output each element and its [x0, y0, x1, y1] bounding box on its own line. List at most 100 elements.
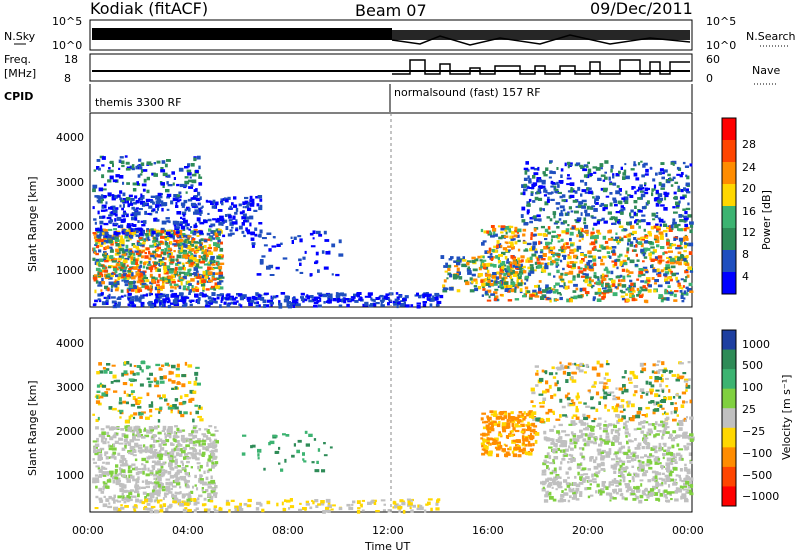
velocity-pixel [153, 425, 159, 428]
velocity-pixel [193, 498, 197, 502]
velocity-pixel [162, 443, 167, 446]
velocity-pixel [132, 434, 136, 438]
velocity-pixel [131, 467, 136, 471]
velocity-pixel [204, 489, 209, 492]
power-pixel [119, 197, 123, 201]
velocity-pixel [407, 500, 411, 504]
velocity-pixel [561, 440, 566, 443]
velocity-pixel [153, 439, 158, 443]
power-pixel [207, 296, 212, 300]
power-pixel [175, 262, 178, 266]
power-pixel [113, 223, 119, 225]
power-pixel [627, 238, 631, 242]
velocity-pixel [346, 503, 351, 507]
power-pixel [629, 286, 632, 289]
power-pixel [317, 300, 320, 303]
power-pixel [510, 225, 514, 229]
velocity-pixel [133, 365, 137, 368]
power-pixel [683, 290, 687, 295]
power-pixel [684, 210, 688, 215]
velocity-pixel [191, 430, 194, 434]
power-pixel [193, 241, 198, 244]
power-pixel [195, 188, 198, 192]
power-pixel [490, 235, 495, 238]
velocity-pixel [103, 474, 107, 477]
power-pixel [593, 274, 597, 278]
power-pixel [219, 262, 225, 265]
velocity-pixel [141, 463, 144, 466]
power-pixel [156, 219, 160, 222]
power-pixel [316, 230, 321, 235]
power-pixel [565, 228, 570, 233]
power-pixel [674, 290, 679, 293]
power-pixel [213, 278, 217, 281]
power-pixel [526, 201, 530, 205]
velocity-pixel [186, 456, 191, 460]
velocity-pixel [621, 460, 626, 463]
velocity-pixel [180, 448, 183, 452]
power-pixel [162, 276, 165, 281]
freq-label: Freq. [4, 53, 31, 66]
velocity-pixel [195, 507, 199, 510]
velocity-pixel [176, 465, 181, 468]
velocity-pixel [102, 481, 106, 484]
power-pixel [669, 260, 675, 265]
power-pixel [101, 241, 104, 245]
velocity-pixel [361, 509, 365, 512]
power-pixel [124, 257, 130, 261]
power-pixel [95, 267, 101, 272]
power-pixel [207, 279, 213, 283]
velocity-pixel [512, 439, 516, 442]
power-pixel [626, 275, 632, 278]
power-pixel [519, 288, 523, 292]
power-pixel [92, 303, 96, 307]
power-pixel [616, 185, 620, 188]
power-pixel [685, 174, 688, 178]
power-pixel [665, 266, 671, 271]
velocity-pixel [498, 431, 501, 436]
velocity-pixel [156, 463, 162, 466]
power-pixel [624, 163, 627, 166]
power-pixel [209, 238, 213, 242]
velocity-pixel [408, 502, 413, 506]
velocity-pixel [203, 497, 207, 501]
power-pixel [555, 282, 560, 286]
velocity-pixel [617, 449, 622, 454]
power-pixel [102, 188, 107, 191]
velocity-pixel [158, 485, 164, 490]
velocity-pixel [527, 427, 532, 431]
velocity-pixel [149, 472, 154, 475]
power-pixel [161, 293, 166, 298]
power-pixel [138, 242, 142, 246]
power-pixel [178, 271, 182, 275]
velocity-pixel [544, 494, 549, 498]
power-pixel [446, 277, 449, 280]
power-pixel [530, 294, 535, 297]
power-pixel [103, 195, 107, 199]
power-pixel [502, 264, 507, 267]
velocity-pixel [107, 472, 110, 477]
power-pixel [191, 285, 194, 289]
power-pixel [168, 252, 172, 256]
velocity-pixel [207, 492, 212, 496]
power-pixel [550, 260, 554, 263]
power-pixel [337, 298, 341, 302]
power-pixel [523, 183, 528, 188]
velocity-pixel [230, 499, 235, 502]
power-pixel [210, 257, 215, 261]
velocity-pixel [108, 406, 113, 410]
velocity-pixel [106, 479, 112, 483]
velocity-pixel [110, 381, 114, 384]
power-pixel [530, 267, 535, 271]
velocity-pixel [189, 398, 192, 403]
velocity-pixel [149, 372, 153, 376]
power-pixel [97, 200, 102, 204]
power-pixel [155, 195, 160, 198]
velocity-pixel [179, 491, 182, 495]
velocity-pixel [150, 492, 156, 495]
power-pixel [239, 296, 244, 301]
velocity-pixel [152, 453, 157, 456]
power-pixel [556, 235, 560, 240]
velocity-pixel [175, 452, 180, 457]
velocity-pixel [158, 408, 162, 412]
